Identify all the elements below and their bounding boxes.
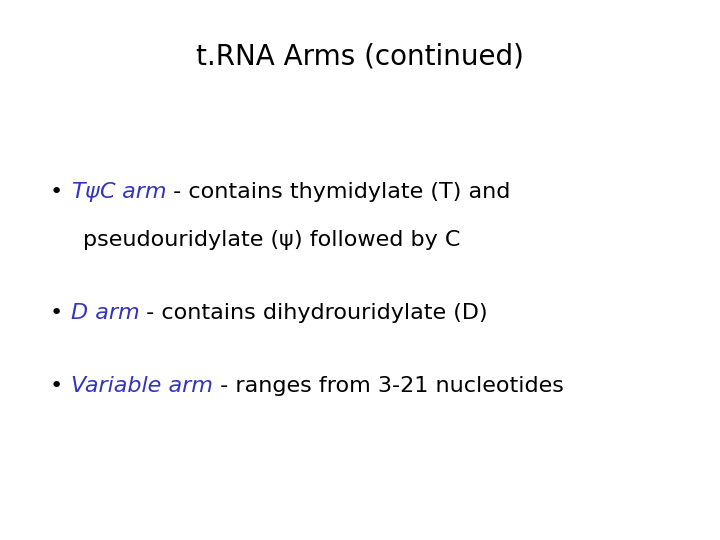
Text: ψ: ψ [84,181,99,202]
Text: - contains dihydrouridylate (D): - contains dihydrouridylate (D) [140,303,488,323]
Text: •: • [50,376,71,396]
Text: - ranges from 3-21 nucleotides: - ranges from 3-21 nucleotides [212,376,564,396]
Text: arm: arm [114,181,166,202]
Text: ψ: ψ [279,230,294,251]
Text: t.RNA Arms (continued): t.RNA Arms (continued) [196,43,524,71]
Text: D arm: D arm [71,303,140,323]
Text: Variable arm: Variable arm [71,376,212,396]
Text: pseudouridylate (: pseudouridylate ( [83,230,279,251]
Text: T: T [71,181,84,202]
Text: •: • [50,303,71,323]
Text: ) followed by C: ) followed by C [294,230,460,251]
Text: - contains thymidylate (T) and: - contains thymidylate (T) and [166,181,510,202]
Text: C: C [99,181,114,202]
Text: •: • [50,181,71,202]
